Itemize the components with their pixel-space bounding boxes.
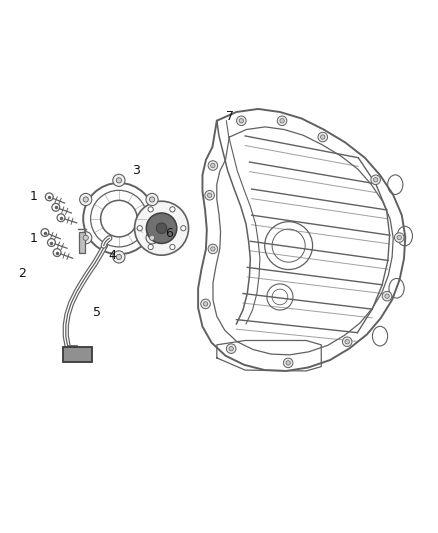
Circle shape — [397, 236, 401, 240]
Circle shape — [201, 299, 210, 309]
Text: 6: 6 — [165, 228, 173, 240]
Circle shape — [149, 197, 155, 202]
Circle shape — [395, 233, 404, 243]
Circle shape — [149, 235, 155, 240]
Circle shape — [148, 245, 153, 249]
Circle shape — [116, 254, 121, 260]
Text: 5: 5 — [93, 306, 101, 319]
Circle shape — [229, 346, 233, 351]
Circle shape — [277, 116, 287, 126]
Circle shape — [80, 193, 92, 206]
Circle shape — [80, 232, 92, 244]
Circle shape — [83, 197, 88, 202]
Bar — [63, 347, 92, 362]
Circle shape — [226, 344, 236, 353]
Text: 1: 1 — [30, 232, 38, 245]
Circle shape — [211, 247, 215, 251]
Circle shape — [237, 116, 246, 126]
Circle shape — [146, 193, 158, 206]
Circle shape — [113, 251, 125, 263]
Circle shape — [343, 337, 352, 346]
Bar — [63, 347, 92, 362]
Circle shape — [203, 302, 208, 306]
Circle shape — [208, 244, 218, 254]
Circle shape — [211, 163, 215, 168]
Circle shape — [283, 358, 293, 368]
Circle shape — [170, 207, 175, 212]
Text: 4: 4 — [109, 249, 117, 262]
Circle shape — [146, 232, 158, 244]
Circle shape — [137, 225, 142, 231]
Bar — [79, 232, 85, 253]
Circle shape — [382, 292, 392, 301]
Circle shape — [83, 235, 88, 240]
Circle shape — [181, 225, 186, 231]
Text: 1: 1 — [30, 190, 38, 204]
Circle shape — [205, 190, 215, 200]
Circle shape — [146, 213, 177, 244]
Circle shape — [321, 135, 325, 139]
Circle shape — [156, 223, 167, 233]
Circle shape — [148, 207, 153, 212]
Circle shape — [345, 340, 350, 344]
Circle shape — [371, 175, 381, 184]
Text: 2: 2 — [18, 266, 26, 279]
Circle shape — [318, 132, 328, 142]
Circle shape — [374, 177, 378, 182]
Circle shape — [239, 118, 244, 123]
Circle shape — [116, 177, 121, 183]
Circle shape — [208, 193, 212, 197]
Circle shape — [134, 201, 188, 255]
Circle shape — [286, 361, 290, 365]
Circle shape — [170, 245, 175, 249]
Circle shape — [385, 294, 389, 298]
Circle shape — [280, 118, 284, 123]
Circle shape — [113, 174, 125, 187]
Circle shape — [208, 161, 218, 171]
Text: 7: 7 — [226, 110, 234, 123]
Text: 3: 3 — [132, 164, 140, 177]
